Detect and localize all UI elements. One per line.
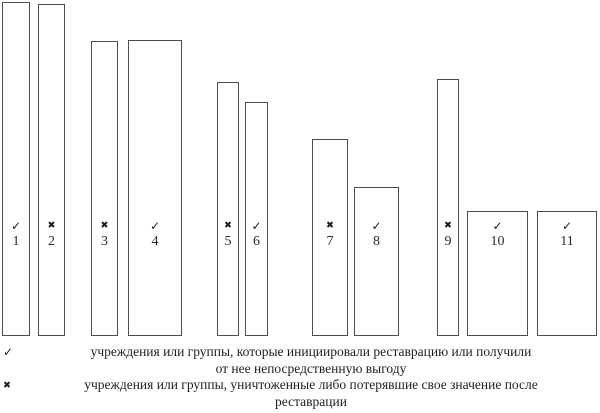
legend-line: учреждения или группы, уничтоженные либо… (84, 377, 538, 392)
bar-7 (312, 139, 348, 336)
bar-9 (437, 79, 459, 336)
legend-text-destroyed: учреждения или группы, уничтоженные либо… (32, 377, 590, 410)
bar-chart: ✓ 1 ✖ 2 ✖ 3 ✓ 4 ✖ 5 ✓ 6 ✖ 7 ✓ 8 ✖ 9 ✓ 10 ✓ 11 (2, 2, 597, 336)
legend-text-beneficiaries: учреждения или группы, которые иницииров… (32, 344, 590, 377)
bar-3 (91, 41, 118, 336)
bar-5 (217, 82, 239, 336)
legend-item-destroyed: ✖ учреждения или группы, уничтоженные ли… (0, 377, 600, 410)
legend-item-beneficiaries: ✓ учреждения или группы, которые инициир… (0, 344, 600, 377)
legend-line: от нее непосредственную выгоду (215, 360, 407, 376)
legend-line: учреждения или группы, которые иницииров… (90, 344, 532, 359)
bar-10 (467, 211, 528, 336)
legend-line: реставрации (275, 393, 347, 409)
bar-11 (537, 211, 597, 336)
bar-1 (2, 2, 30, 336)
bar-6 (245, 102, 268, 336)
bar-4 (128, 40, 182, 336)
check-icon: ✓ (3, 345, 14, 359)
bar-2 (38, 4, 65, 336)
cross-icon: ✖ (3, 380, 11, 391)
bar-8 (354, 187, 399, 336)
legend: ✓ учреждения или группы, которые инициир… (0, 344, 600, 410)
